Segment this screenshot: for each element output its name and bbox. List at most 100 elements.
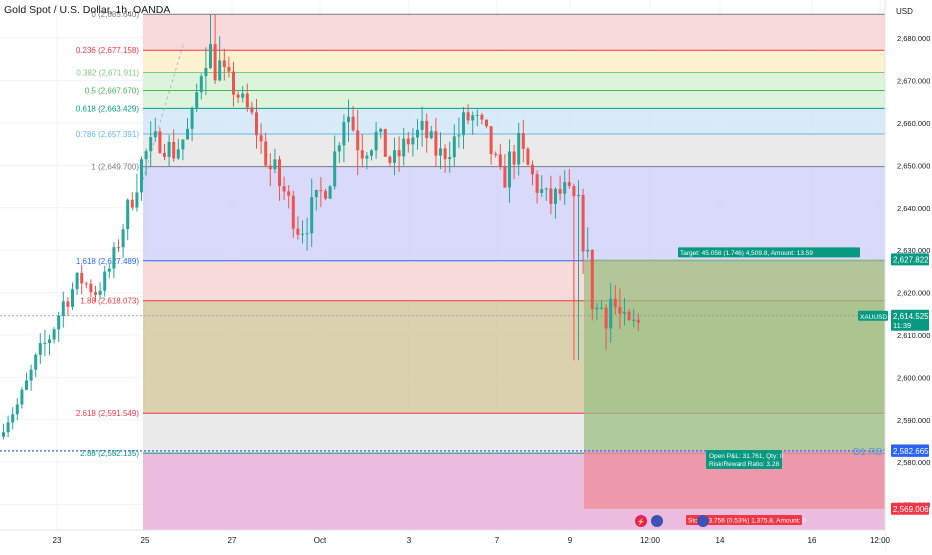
candle (494, 154, 498, 156)
candle (15, 404, 19, 415)
candle (434, 131, 438, 156)
candle (508, 151, 511, 188)
time-axis[interactable] (0, 530, 885, 550)
candle (485, 119, 488, 127)
time-tick: 12:00 (640, 536, 661, 545)
candle (167, 142, 171, 157)
candle (213, 44, 217, 81)
risk-reward-label: Risk/Reward Ratio: 3.28 (709, 461, 779, 468)
candle (411, 137, 415, 145)
candle (475, 114, 479, 116)
fib-level-label: 1 (2,649.700) (91, 163, 139, 172)
candle (209, 44, 212, 69)
fib-level-label: 0 (2,685.640) (91, 10, 139, 19)
candle (517, 132, 521, 165)
fib-band (143, 72, 885, 91)
candle (452, 136, 456, 158)
open-pl-box (706, 450, 782, 469)
candle (521, 132, 525, 149)
price-tick: 2,590.000 (897, 416, 930, 425)
price-label: 2,627.822 (893, 255, 929, 264)
candle (544, 188, 548, 190)
candle (337, 145, 341, 152)
candle (526, 148, 530, 165)
candle (342, 122, 346, 146)
price-tick: 2,630.000 (897, 246, 930, 255)
candle (457, 135, 461, 137)
fib-band (143, 14, 885, 51)
candle (259, 135, 263, 142)
fib-level-label: 2.88 (2,582.135) (80, 449, 139, 458)
candle (107, 268, 111, 272)
candle (84, 283, 88, 285)
us-flag-event-icon[interactable] (697, 515, 709, 527)
candle (181, 139, 185, 150)
candle (480, 114, 484, 120)
stop-label-box (686, 515, 802, 525)
candle (471, 115, 475, 121)
flash-event-icon[interactable] (635, 515, 647, 527)
fib-level-label: 1.618 (2,627.489) (76, 257, 139, 266)
candle (466, 112, 470, 121)
candle (227, 66, 231, 72)
candle (2, 432, 5, 437)
candle (535, 174, 539, 193)
fib-level-label: 0.5 (2,667.670) (85, 86, 140, 95)
candle (333, 151, 337, 187)
candle (632, 319, 636, 321)
candle (66, 301, 70, 307)
candle (112, 247, 116, 269)
candle (623, 311, 626, 314)
candle (195, 92, 199, 109)
candle (443, 148, 447, 160)
current-price-value: 2,614.525 (893, 312, 929, 321)
price-axis[interactable] (885, 0, 932, 550)
candle (80, 272, 84, 284)
candle (190, 108, 194, 129)
candle (595, 307, 599, 310)
target-zone (584, 259, 885, 451)
candle (540, 189, 544, 193)
candle (130, 199, 134, 208)
candle (264, 141, 268, 166)
fib-level-label: 0.382 (2,671.911) (76, 68, 139, 77)
candle (20, 389, 24, 405)
price-tick: 2,640.000 (897, 204, 930, 213)
candle (351, 116, 355, 131)
candle (365, 155, 369, 159)
us-flag-event-icon[interactable] (651, 515, 663, 527)
candle (52, 329, 56, 340)
candle (581, 194, 585, 252)
candle (618, 307, 622, 314)
candle (420, 120, 424, 130)
candle (186, 128, 189, 140)
candle (57, 315, 61, 330)
time-tick: 7 (495, 536, 500, 545)
candle (140, 159, 143, 193)
time-tick: 9 (568, 536, 573, 545)
candle (360, 150, 364, 159)
time-tick: 25 (141, 536, 150, 545)
candle (402, 138, 406, 157)
price-tick: 2,680.000 (897, 34, 930, 43)
candle (462, 112, 465, 136)
candle (577, 194, 580, 197)
price-tick: 2,610.000 (897, 331, 930, 340)
candle (416, 129, 419, 138)
candle (425, 120, 429, 139)
candle (117, 247, 120, 249)
target-label-box (678, 247, 860, 258)
candle (6, 422, 10, 433)
candle (278, 159, 281, 187)
fib-level-label: 1.88 (2,618.073) (80, 297, 139, 306)
price-tick: 2,580.000 (897, 458, 930, 467)
candle (314, 190, 318, 198)
time-tick: 12:00 (870, 536, 891, 545)
candle (172, 142, 176, 159)
chart-title: Gold Spot / U.S. Dollar, 1h, OANDA (4, 4, 171, 16)
candle (48, 339, 51, 344)
time-tick: 27 (228, 536, 237, 545)
fib-band (143, 166, 885, 261)
